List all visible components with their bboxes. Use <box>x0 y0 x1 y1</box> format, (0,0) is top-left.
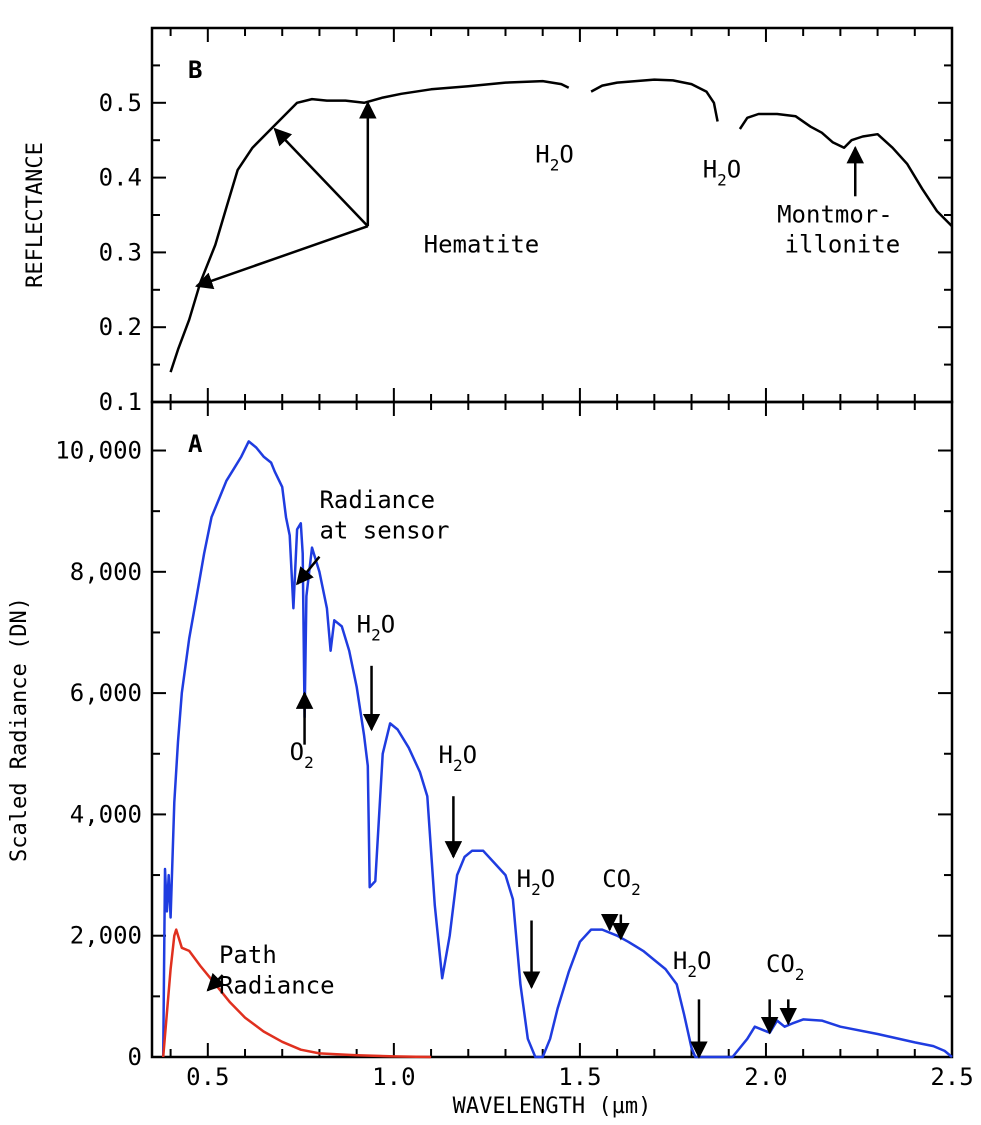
series-line-radiance-at-sensor <box>161 440 953 1059</box>
panel-label: B <box>188 56 202 84</box>
annotation-radiance-at-sensor-1: Radiance <box>319 486 435 514</box>
y-tick-label: 0.4 <box>99 164 142 192</box>
annotation-path-radiance-1: Path <box>219 941 277 969</box>
hematite-arrow-1 <box>194 225 369 290</box>
y-tick-label: 0.3 <box>99 238 142 266</box>
series-line-path-radiance <box>161 928 432 1059</box>
x-tick-label: 2.0 <box>744 1063 787 1091</box>
x-tick-label: 1.0 <box>372 1063 415 1091</box>
path-arrow <box>206 972 226 992</box>
annotation-radiance-at-sensor-2: at sensor <box>319 516 449 544</box>
y-tick-label: 0.2 <box>99 313 142 341</box>
x-axis-title: WAVELENGTH (µm) <box>453 1094 652 1119</box>
annotation-path-radiance-2: Radiance <box>219 971 335 999</box>
annotation-h2o-a1: H2O <box>357 610 396 644</box>
annotation-h2o-a4: H2O <box>673 947 712 981</box>
x-tick-label: 2.5 <box>930 1063 973 1091</box>
y-tick-label: 0 <box>128 1043 142 1071</box>
annotation-montmor-1: Montmor- <box>777 200 893 228</box>
series-line-reflectance <box>590 78 719 122</box>
y-tick-label: 0.1 <box>99 388 142 416</box>
annotation-co2-a1: CO2 <box>602 865 641 899</box>
series-line-reflectance <box>169 79 570 373</box>
panel-label: A <box>188 430 203 458</box>
annotation-co2-a2: CO2 <box>766 950 805 984</box>
hematite-arrow-2 <box>273 127 369 228</box>
reflectance-panel: 0.1 0.2 0.3 0.4 0.5 REFLECTANCE B Hematite H2O H2… <box>23 26 954 416</box>
annotation-h2o-a2: H2O <box>439 741 478 775</box>
annotation-montmor-2: illonite <box>785 230 901 258</box>
y-axis-title: REFLECTANCE <box>23 142 48 288</box>
x-tick-label: 0.5 <box>186 1063 229 1091</box>
radiance-arrow <box>296 555 321 586</box>
y-tick-label: 0.5 <box>99 89 142 117</box>
y-tick-label: 6,000 <box>70 679 142 707</box>
annotation-hematite: Hematite <box>424 230 540 258</box>
annotation-o2: O2 <box>290 738 314 772</box>
y-tick-label: 4,000 <box>70 800 142 828</box>
plot-frame-A <box>150 400 954 1059</box>
annotation-h2o-1: H2O <box>535 141 574 175</box>
y-tick-label: 2,000 <box>70 922 142 950</box>
annotation-h2o-2: H2O <box>703 156 742 190</box>
y-tick-label: 10,000 <box>55 437 142 465</box>
x-tick-label: 1.5 <box>558 1063 601 1091</box>
y-axis-title: Scaled Radiance (DN) <box>7 597 32 862</box>
y-tick-label: 8,000 <box>70 558 142 586</box>
series-line-reflectance <box>738 112 953 228</box>
radiance-panel: 0 2,000 4,000 6,000 8,000 10,000 0.5 1.0 1.5 2.0 2… <box>7 400 974 1119</box>
annotation-h2o-a3: H2O <box>517 865 556 899</box>
